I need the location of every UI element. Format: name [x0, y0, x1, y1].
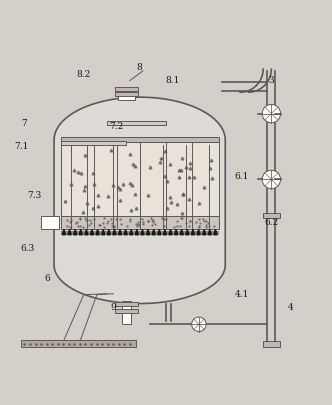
Circle shape [192, 317, 206, 332]
Text: 7.2: 7.2 [110, 122, 124, 131]
Polygon shape [62, 229, 66, 235]
Polygon shape [129, 229, 133, 235]
Text: 3: 3 [269, 76, 274, 85]
Polygon shape [141, 229, 144, 235]
Polygon shape [186, 229, 189, 235]
Bar [118, 91, 135, 100]
Text: 8.1: 8.1 [165, 76, 180, 85]
Bar [61, 142, 219, 216]
Text: 7.1: 7.1 [14, 142, 28, 151]
Polygon shape [197, 229, 200, 235]
Polygon shape [68, 229, 71, 235]
Text: 8.2: 8.2 [77, 70, 91, 79]
Bar [41, 216, 59, 229]
Text: 4: 4 [288, 303, 294, 312]
Polygon shape [85, 229, 88, 235]
PathPatch shape [54, 97, 225, 304]
Polygon shape [175, 229, 178, 235]
Bar [107, 121, 166, 125]
Bar [61, 141, 126, 145]
Polygon shape [208, 229, 211, 235]
Polygon shape [135, 229, 138, 235]
Text: 6: 6 [44, 274, 50, 283]
Bar [61, 136, 219, 142]
Text: 6.1: 6.1 [234, 172, 249, 181]
Polygon shape [214, 229, 217, 235]
Polygon shape [180, 229, 183, 235]
Bar [115, 87, 138, 91]
Polygon shape [203, 229, 206, 235]
Text: 6.2: 6.2 [264, 218, 279, 227]
Polygon shape [79, 229, 82, 235]
Bar [263, 213, 280, 218]
Polygon shape [169, 229, 172, 235]
Circle shape [262, 170, 281, 189]
Polygon shape [146, 229, 150, 235]
Bar [263, 341, 280, 347]
Circle shape [262, 104, 281, 123]
Polygon shape [191, 229, 195, 235]
Polygon shape [96, 229, 99, 235]
Polygon shape [158, 229, 161, 235]
Text: 9: 9 [111, 303, 116, 312]
Polygon shape [152, 229, 155, 235]
Bar [115, 92, 138, 96]
Polygon shape [90, 229, 94, 235]
Bar [21, 340, 136, 347]
Polygon shape [113, 229, 116, 235]
Text: 7.3: 7.3 [27, 192, 42, 200]
Polygon shape [102, 229, 105, 235]
Polygon shape [107, 229, 111, 235]
Text: 8: 8 [137, 63, 142, 72]
Bar [61, 216, 219, 229]
Polygon shape [124, 229, 127, 235]
Polygon shape [163, 229, 167, 235]
Polygon shape [119, 229, 122, 235]
Bar [122, 301, 131, 324]
Bar [115, 309, 138, 313]
Bar [61, 231, 219, 235]
Text: 7: 7 [22, 119, 27, 128]
Text: 6.3: 6.3 [21, 244, 35, 253]
Bar [115, 302, 138, 306]
Text: 4.1: 4.1 [234, 290, 249, 299]
Polygon shape [73, 229, 77, 235]
